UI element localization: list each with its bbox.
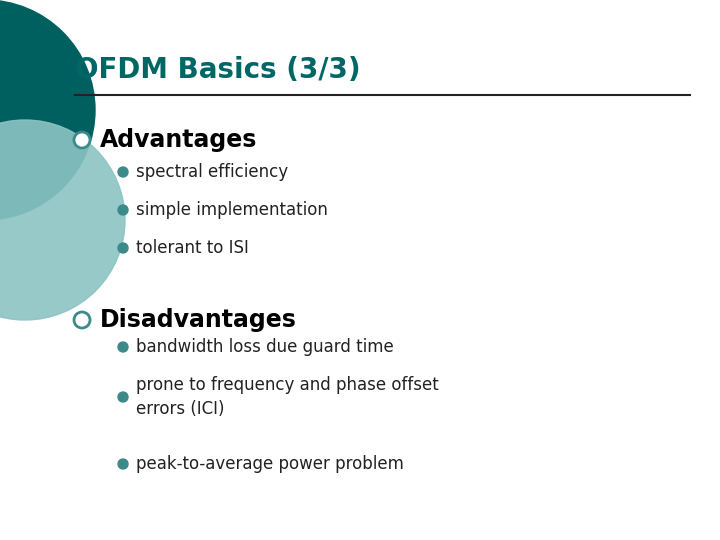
- Text: tolerant to ISI: tolerant to ISI: [136, 239, 249, 257]
- Text: prone to frequency and phase offset
errors (ICI): prone to frequency and phase offset erro…: [136, 376, 438, 418]
- Text: peak-to-average power problem: peak-to-average power problem: [136, 455, 404, 473]
- Text: spectral efficiency: spectral efficiency: [136, 163, 288, 181]
- Circle shape: [118, 243, 128, 253]
- Text: OFDM Basics (3/3): OFDM Basics (3/3): [75, 56, 361, 84]
- Circle shape: [0, 120, 125, 320]
- Circle shape: [118, 459, 128, 469]
- Text: Disadvantages: Disadvantages: [100, 308, 297, 332]
- Circle shape: [118, 392, 128, 402]
- Text: simple implementation: simple implementation: [136, 201, 328, 219]
- Circle shape: [118, 342, 128, 352]
- Circle shape: [74, 132, 90, 148]
- Circle shape: [0, 0, 95, 220]
- Circle shape: [118, 167, 128, 177]
- Circle shape: [74, 312, 90, 328]
- Text: Advantages: Advantages: [100, 128, 257, 152]
- Text: bandwidth loss due guard time: bandwidth loss due guard time: [136, 338, 394, 356]
- Circle shape: [118, 205, 128, 215]
